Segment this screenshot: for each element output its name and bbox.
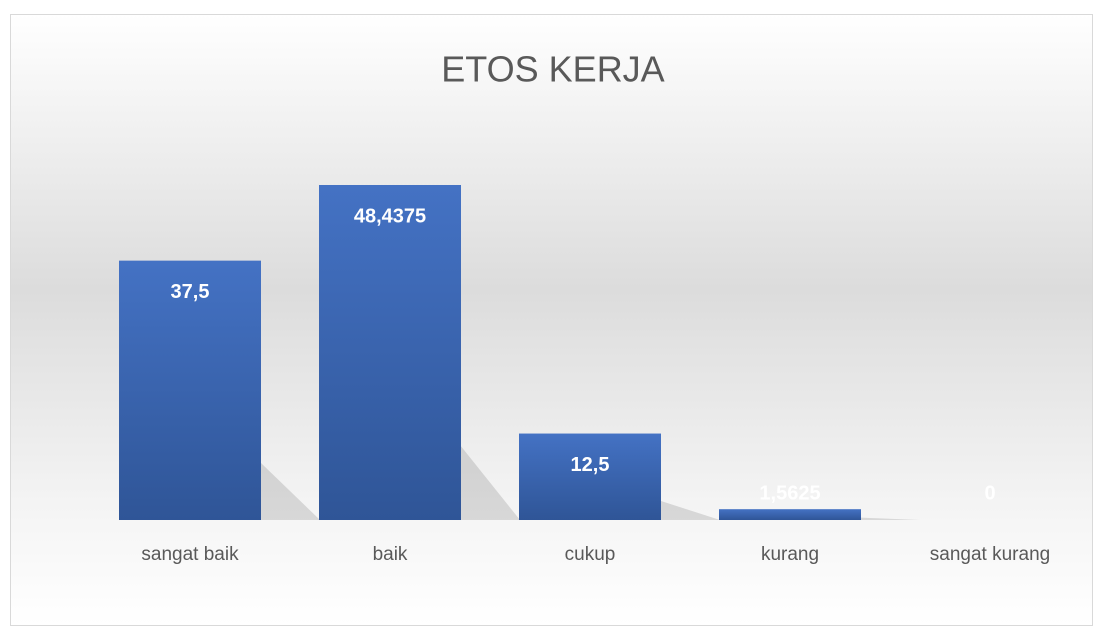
x-tick-label: cukup: [565, 544, 616, 565]
bar: [119, 260, 261, 520]
data-label: 1,5625: [759, 482, 820, 504]
data-label: 0: [984, 482, 995, 504]
bar-shadow: [861, 517, 920, 520]
x-tick-label: sangat kurang: [930, 544, 1050, 565]
bar: [519, 433, 661, 520]
chart-title: ETOS KERJA: [441, 49, 664, 90]
data-label: 12,5: [571, 454, 610, 476]
x-tick-label: kurang: [761, 544, 819, 565]
x-tick-label: baik: [373, 544, 408, 565]
bar: [719, 509, 861, 520]
bar-shadow: [461, 446, 520, 520]
bar-shadow: [661, 500, 720, 520]
bar-shadow: [261, 462, 320, 520]
x-tick-label: sangat baik: [141, 544, 239, 565]
data-label: 37,5: [171, 281, 210, 303]
data-label: 48,4375: [354, 205, 426, 227]
bar: [319, 185, 461, 520]
